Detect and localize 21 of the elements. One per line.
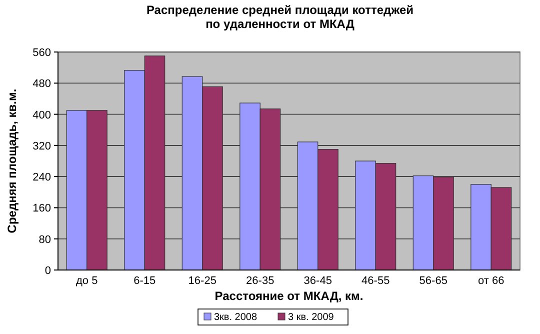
y-tick-label: 400 <box>32 109 51 122</box>
x-tick-label: 36-45 <box>304 275 332 287</box>
y-axis-title: Средняя площадь, кв.м. <box>5 88 19 234</box>
legend-label: 3кв. 2008 <box>214 312 258 323</box>
x-tick-label: 26-35 <box>246 275 274 287</box>
legend-label: 3 кв. 2009 <box>288 312 334 323</box>
chart-title: Распределение средней площади коттеджей по удаленности от МКАД <box>146 3 414 31</box>
x-tick-label: 46-55 <box>362 275 390 287</box>
x-tick-label: 56-65 <box>419 275 448 287</box>
y-tick-label: 0 <box>44 265 51 277</box>
x-tick-label: до 5 <box>76 275 98 287</box>
x-tick-label: от 66 <box>478 275 504 287</box>
x-tick-label: 6-15 <box>134 275 156 287</box>
y-tick-label: 320 <box>32 140 51 152</box>
x-axis-title: Расстояние от МКАД, км. <box>214 289 364 303</box>
y-tick-label: 80 <box>38 234 51 246</box>
y-tick-label: 480 <box>32 78 51 90</box>
y-tick-label: 160 <box>32 202 51 215</box>
y-tick-label: 240 <box>32 172 51 184</box>
y-tick-label: 560 <box>32 47 51 59</box>
x-tick-label: 16-25 <box>188 275 216 287</box>
